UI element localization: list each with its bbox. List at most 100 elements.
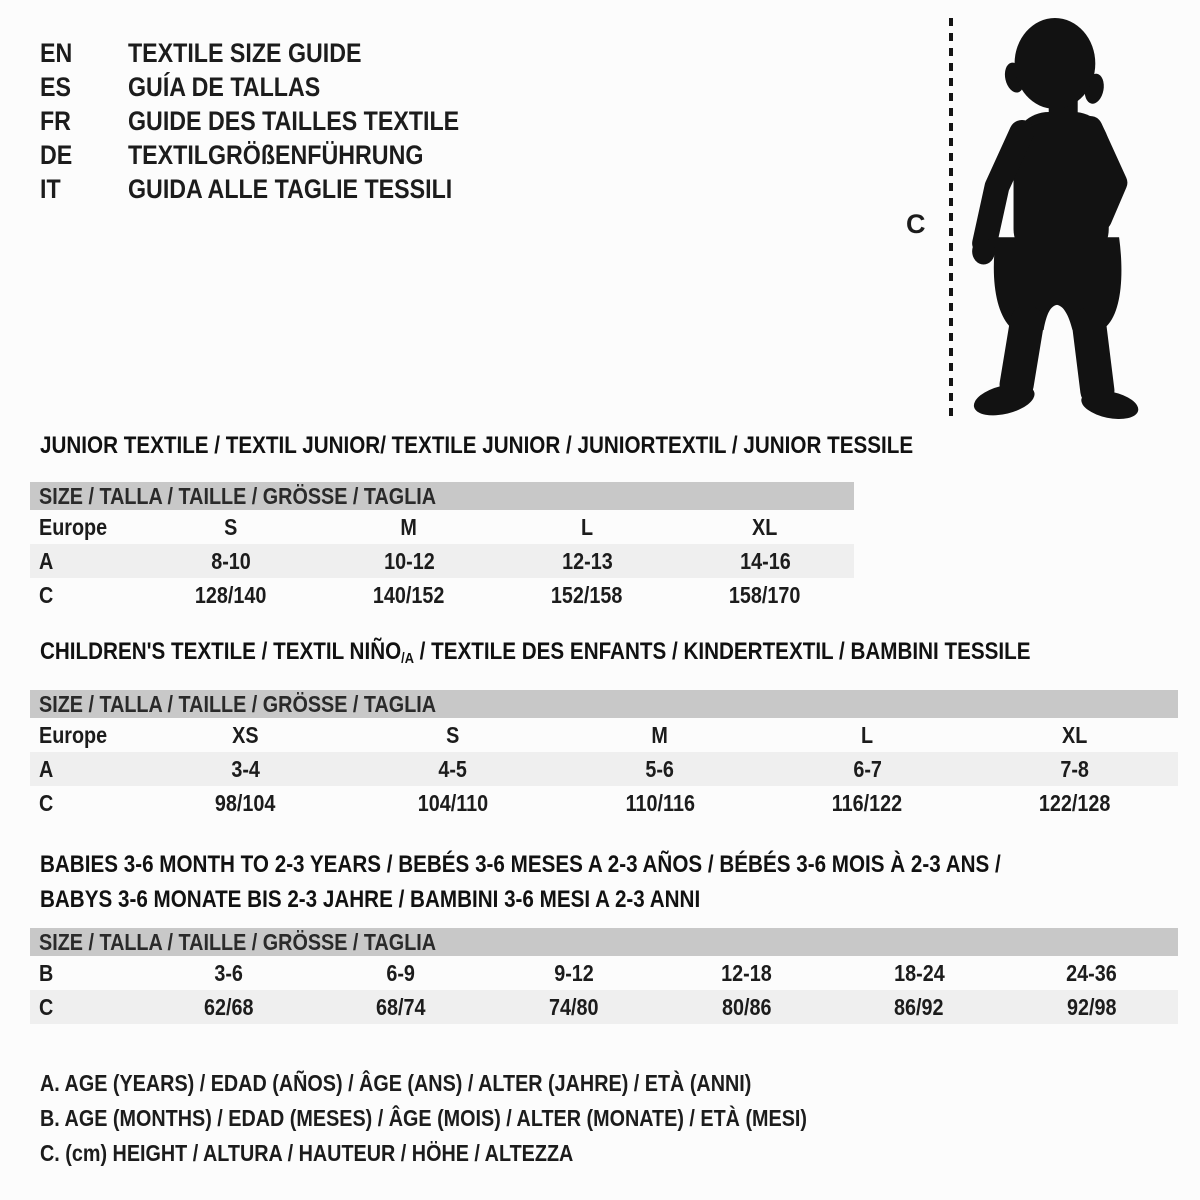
height-cell-text: 152/158: [551, 581, 623, 608]
height-cell: 122/128: [971, 790, 1178, 817]
height-cell-text: 92/98: [1066, 993, 1117, 1020]
height-measure-line: [949, 18, 953, 416]
months-cell: 3-6: [142, 960, 315, 987]
baby-silhouette-icon: [972, 18, 1139, 419]
height-cell: 158/170: [676, 582, 854, 609]
language-code-text: EN: [40, 38, 73, 68]
row-label: B: [30, 960, 142, 987]
size-cell-text: S: [224, 513, 238, 540]
language-row: DE TEXTILGRÖßENFÜHRUNG: [40, 138, 513, 172]
height-cell-text: 80/86: [721, 993, 772, 1020]
junior-section-title: JUNIOR TEXTILE / TEXTIL JUNIOR/ TEXTILE …: [40, 432, 1055, 460]
size-header-bar: SIZE / TALLA / TAILLE / GRÖSSE / TAGLIA: [30, 482, 854, 510]
legend-height-cm-text: C. (cm) HEIGHT / ALTURA / HAUTEUR / HÖHE…: [40, 1140, 574, 1166]
junior-section-title-text: JUNIOR TEXTILE / TEXTIL JUNIOR/ TEXTILE …: [40, 432, 914, 459]
height-cell: 74/80: [487, 994, 660, 1021]
size-cell: M: [556, 722, 763, 749]
months-cell: 12-18: [660, 960, 833, 987]
age-cell: 4-5: [349, 756, 556, 783]
height-cell: 152/158: [498, 582, 676, 609]
children-section-title-text: CHILDREN'S TEXTILE / TEXTIL NIÑO/A / TEX…: [40, 638, 1031, 667]
months-cell: 18-24: [833, 960, 1006, 987]
language-row: ES GUÍA DE TALLAS: [40, 70, 513, 104]
size-cell: XS: [142, 722, 349, 749]
height-cell: 80/86: [660, 994, 833, 1021]
age-cell-text: 4-5: [438, 755, 468, 782]
months-cell-text: 12-18: [721, 959, 772, 986]
language-code-text: DE: [40, 140, 73, 170]
guide-title-fr: GUIDE DES TAILLES TEXTILE: [127, 106, 459, 136]
months-cell: 24-36: [1005, 960, 1178, 987]
size-cell-text: XL: [1061, 721, 1088, 748]
guide-title-es: GUÍA DE TALLAS: [127, 72, 320, 102]
age-cell: 14-16: [676, 548, 854, 575]
language-row: FR GUIDE DES TAILLES TEXTILE: [40, 104, 513, 138]
table-row: Europe XS S M L XL: [30, 718, 1178, 752]
language-code: ES: [40, 70, 120, 104]
babies-section-title: BABIES 3-6 MONTH TO 2-3 YEARS / BEBÉS 3-…: [40, 847, 1157, 917]
table-row: B 3-6 6-9 9-12 12-18 18-24 24-36: [30, 956, 1178, 990]
height-cell-text: 116/122: [831, 789, 903, 816]
size-cell: M: [320, 514, 498, 541]
months-cell: 6-9: [315, 960, 488, 987]
row-label: Europe: [30, 514, 142, 541]
size-cell-text: L: [861, 721, 874, 748]
table-row: A 3-4 4-5 5-6 6-7 7-8: [30, 752, 1178, 786]
row-label-text: Europe: [39, 513, 108, 540]
height-cell: 98/104: [142, 790, 349, 817]
age-cell: 6-7: [764, 756, 971, 783]
children-table-rows: Europe XS S M L XL A 3-4 4-5 5-6 6-7 7-8…: [30, 718, 1178, 820]
height-cell-text: 86/92: [894, 993, 944, 1020]
children-title-pre: CHILDREN'S TEXTILE / TEXTIL NIÑO: [40, 638, 402, 665]
legend-age-months: B. AGE (MONTHS) / EDAD (MESES) / ÂGE (MO…: [40, 1105, 932, 1132]
junior-table-rows: Europe S M L XL A 8-10 10-12 12-13 14-16…: [30, 510, 854, 612]
height-cell-text: 68/74: [376, 993, 426, 1020]
height-cell: 62/68: [142, 994, 315, 1021]
size-header-bar: SIZE / TALLA / TAILLE / GRÖSSE / TAGLIA: [30, 690, 1178, 718]
height-cell: 104/110: [349, 790, 556, 817]
language-code-text: ES: [40, 72, 71, 102]
age-cell-text: 12-13: [561, 547, 613, 574]
age-cell-text: 7-8: [1060, 755, 1089, 782]
size-cell-text: M: [400, 513, 418, 540]
guide-title-en: TEXTILE SIZE GUIDE: [127, 38, 362, 68]
size-cell: S: [142, 514, 320, 541]
height-cell-text: 98/104: [215, 789, 276, 816]
babies-size-table: SIZE / TALLA / TAILLE / GRÖSSE / TAGLIA …: [30, 928, 1178, 1024]
row-label: A: [30, 756, 142, 783]
age-cell: 5-6: [556, 756, 763, 783]
language-title-list: EN TEXTILE SIZE GUIDE ES GUÍA DE TALLAS …: [40, 36, 513, 206]
language-code: EN: [40, 36, 120, 70]
height-cell-text: 158/170: [729, 581, 801, 608]
months-cell-text: 18-24: [893, 959, 945, 986]
table-row: A 8-10 10-12 12-13 14-16: [30, 544, 854, 578]
age-cell-text: 10-12: [383, 547, 435, 574]
row-label-text: Europe: [39, 721, 108, 748]
size-cell-text: L: [580, 513, 594, 540]
table-row: C 62/68 68/74 74/80 80/86 86/92 92/98: [30, 990, 1178, 1024]
height-label: C: [906, 209, 926, 239]
legend-age-years-text: A. AGE (YEARS) / EDAD (AÑOS) / ÂGE (ANS)…: [40, 1070, 752, 1096]
row-label-text: C: [39, 789, 54, 816]
language-row: IT GUIDA ALLE TAGLIE TESSILI: [40, 172, 513, 206]
row-label: C: [30, 790, 142, 817]
row-label-text: A: [39, 547, 54, 574]
row-label-text: B: [39, 959, 54, 986]
language-code-text: FR: [40, 106, 71, 136]
size-cell-text: M: [651, 721, 669, 748]
row-label-text: C: [39, 581, 54, 608]
height-cell-text: 74/80: [548, 993, 599, 1020]
age-cell-text: 8-10: [211, 547, 251, 574]
junior-size-table: SIZE / TALLA / TAILLE / GRÖSSE / TAGLIA …: [30, 482, 854, 612]
height-cell-text: 140/152: [373, 581, 445, 608]
row-label-text: A: [39, 755, 54, 782]
size-cell: L: [498, 514, 676, 541]
legend-age-months-text: B. AGE (MONTHS) / EDAD (MESES) / ÂGE (MO…: [40, 1105, 807, 1131]
table-row: C 98/104 104/110 110/116 116/122 122/128: [30, 786, 1178, 820]
language-code: DE: [40, 138, 120, 172]
height-cell: 68/74: [315, 994, 488, 1021]
age-cell: 3-4: [142, 756, 349, 783]
language-code: IT: [40, 172, 120, 206]
size-cell: S: [349, 722, 556, 749]
